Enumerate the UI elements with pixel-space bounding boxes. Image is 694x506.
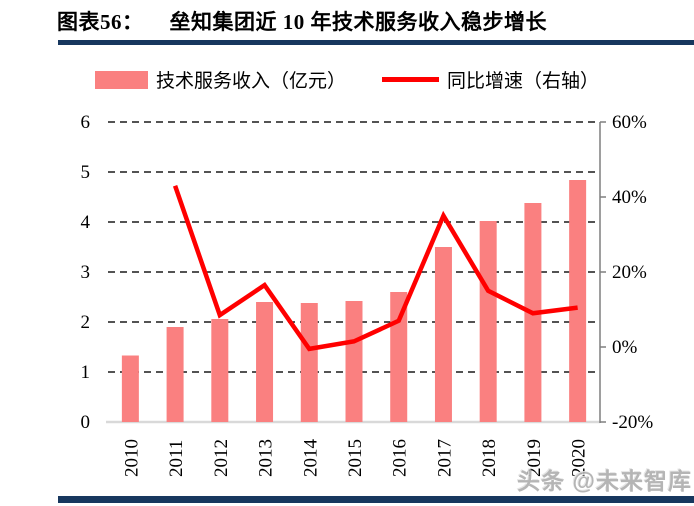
left-axis-label: 4 bbox=[81, 212, 91, 233]
bar-2015 bbox=[345, 301, 363, 422]
x-axis-label: 2012 bbox=[211, 439, 232, 477]
bar-2014 bbox=[300, 303, 318, 422]
left-axis-label: 5 bbox=[81, 162, 91, 183]
bar-2013 bbox=[256, 302, 274, 422]
left-axis-label: 0 bbox=[81, 412, 91, 433]
legend-line-label: 同比增速（右轴） bbox=[447, 71, 600, 92]
left-axis-label: 3 bbox=[81, 262, 91, 283]
legend-bar-swatch-icon bbox=[94, 70, 148, 89]
legend-line-swatch-icon bbox=[382, 77, 439, 82]
right-axis-label: -20% bbox=[612, 412, 653, 433]
figure-title: 垒知集团近 10 年技术服务收入稳步增长 bbox=[169, 10, 547, 34]
footer-rule bbox=[58, 496, 694, 503]
bar-2011 bbox=[166, 327, 184, 422]
x-axis-label: 2016 bbox=[390, 439, 411, 477]
x-axis-label: 2010 bbox=[121, 439, 142, 477]
left-axis-label: 6 bbox=[81, 112, 91, 133]
x-axis-label: 2015 bbox=[345, 439, 366, 477]
chart-legend: 技术服务收入（亿元） 同比增速（右轴） bbox=[0, 66, 694, 93]
x-axis-label: 2014 bbox=[300, 439, 321, 478]
right-axis-label: 40% bbox=[612, 187, 647, 208]
left-axis-label: 1 bbox=[81, 362, 91, 383]
figure-title-row: 图表56： 垒知集团近 10 年技术服务收入稳步增长 bbox=[57, 6, 547, 36]
x-axis-label: 2013 bbox=[256, 439, 277, 477]
title-underline-rule bbox=[58, 40, 694, 45]
right-axis-label: 20% bbox=[612, 262, 647, 283]
legend-item-revenue: 技术服务收入（亿元） bbox=[94, 66, 346, 93]
growth-line bbox=[172, 185, 578, 352]
watermark: 头条 @未来智库 bbox=[517, 468, 692, 494]
x-axis-label: 2020 bbox=[569, 439, 590, 477]
bar-2010 bbox=[121, 355, 139, 422]
legend-bar-label: 技术服务收入（亿元） bbox=[155, 71, 346, 92]
bar-2017 bbox=[434, 247, 452, 422]
left-axis-label: 2 bbox=[81, 312, 91, 333]
x-axis-label: 2011 bbox=[166, 440, 187, 477]
bar-2020 bbox=[569, 180, 587, 422]
legend-item-growth: 同比增速（右轴） bbox=[382, 66, 599, 93]
figure-number: 图表56： bbox=[57, 10, 144, 34]
x-axis-label: 2018 bbox=[479, 439, 500, 477]
bar-2018 bbox=[479, 221, 497, 422]
right-axis-label: 0% bbox=[612, 337, 638, 358]
x-axis-label: 2019 bbox=[524, 439, 545, 477]
bar-2012 bbox=[211, 319, 229, 422]
right-axis-label: 60% bbox=[612, 112, 647, 133]
x-axis-label: 2017 bbox=[434, 439, 455, 477]
